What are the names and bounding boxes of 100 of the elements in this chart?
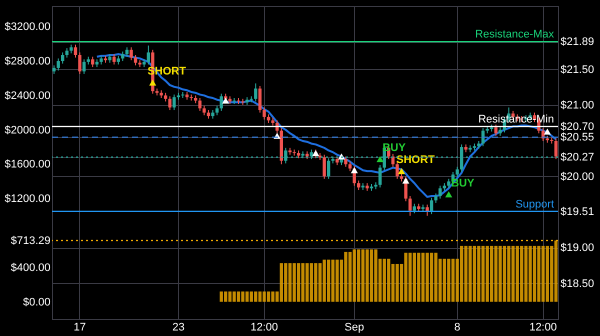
candlestick [254, 82, 258, 102]
candlestick [202, 105, 206, 116]
bar [494, 246, 498, 302]
y2-tick-label: $20.00 [560, 170, 594, 183]
bar [486, 246, 489, 302]
y2-tick-label: $19.51 [560, 206, 594, 218]
candlestick [65, 48, 69, 58]
y-tick-label: $2000.00 [4, 124, 50, 136]
bar [451, 258, 455, 302]
bar [296, 263, 300, 302]
y-tick-label: $1600.00 [4, 158, 50, 171]
bar [511, 246, 515, 302]
bar [426, 252, 429, 302]
y-tick-label: $1200.00 [4, 193, 50, 206]
x-tick-label: 23 [172, 322, 185, 334]
y2-tick-label: $20.55 [560, 132, 594, 144]
bar [537, 246, 540, 302]
candlestick [130, 46, 133, 61]
point [544, 128, 551, 135]
candlestick [198, 98, 202, 112]
bar [481, 246, 485, 302]
bar [370, 249, 374, 302]
y-tick-label: $2400.00 [4, 90, 50, 102]
bar [228, 291, 232, 302]
y2-tick-label: $19.00 [560, 242, 594, 254]
y2-tick-label: $21.00 [560, 100, 594, 112]
bar [442, 258, 446, 302]
bar [532, 246, 536, 302]
bar [292, 263, 296, 302]
bar [262, 291, 266, 302]
point [402, 177, 410, 184]
candlestick [456, 166, 459, 178]
bar [254, 291, 258, 302]
candlestick [220, 93, 223, 112]
bar [430, 252, 434, 302]
candlestick [134, 54, 138, 66]
bar [374, 249, 378, 302]
candlestick [168, 96, 172, 111]
bar [284, 263, 288, 302]
bar [412, 252, 416, 302]
candlestick [91, 56, 94, 68]
bar [408, 252, 412, 302]
candlestick [438, 185, 442, 200]
bar [232, 291, 236, 302]
bar [447, 258, 450, 302]
x-tick-label: 12:00 [250, 322, 278, 334]
bar [314, 263, 318, 302]
candlestick [408, 196, 412, 216]
bar [460, 246, 464, 302]
bar [348, 252, 352, 302]
candlestick [172, 94, 176, 111]
y-tick-label: $400.00 [10, 262, 50, 274]
bar [528, 246, 532, 302]
bar [280, 263, 284, 302]
y-tick-label: $0.00 [22, 296, 50, 308]
bar [241, 291, 244, 302]
bar [468, 246, 472, 302]
bar [258, 291, 262, 302]
bar [417, 252, 420, 302]
candlestick [56, 58, 60, 71]
bar [361, 249, 365, 302]
bar [266, 291, 270, 302]
ref-line-label: Support [515, 198, 554, 210]
candlestick [146, 45, 150, 65]
candlestick [258, 85, 262, 114]
candlestick [348, 161, 352, 172]
bar [404, 252, 408, 302]
x-tick-label: 12:00 [529, 322, 557, 334]
point [376, 156, 384, 162]
candlestick [82, 58, 86, 74]
y-tick-label: $2800.00 [4, 56, 50, 68]
candlestick [262, 106, 266, 120]
ref-line-label: Resistance-Max [475, 28, 554, 41]
candlestick [554, 138, 558, 160]
bar [366, 249, 369, 302]
bar [245, 291, 249, 302]
point [350, 167, 358, 174]
candlestick [447, 178, 450, 189]
bar [554, 240, 558, 302]
bar [421, 252, 425, 302]
bar [477, 246, 480, 302]
bar [472, 246, 476, 302]
bar [236, 291, 240, 302]
candlestick [326, 158, 330, 180]
bar [502, 246, 506, 302]
bar [498, 246, 502, 302]
bar [271, 291, 274, 302]
bar [326, 260, 330, 302]
y2-tick-label: $21.50 [560, 64, 594, 76]
bar [288, 263, 292, 302]
point [312, 150, 320, 156]
candlestick [434, 192, 438, 204]
y2-tick-label: $20.70 [560, 120, 594, 133]
bar [434, 252, 438, 302]
point [445, 191, 452, 198]
x-tick-label: Sep [344, 322, 364, 334]
point [222, 98, 230, 104]
bar [541, 246, 545, 302]
bar [396, 264, 399, 302]
y2-tick-label: $21.89 [560, 36, 594, 48]
